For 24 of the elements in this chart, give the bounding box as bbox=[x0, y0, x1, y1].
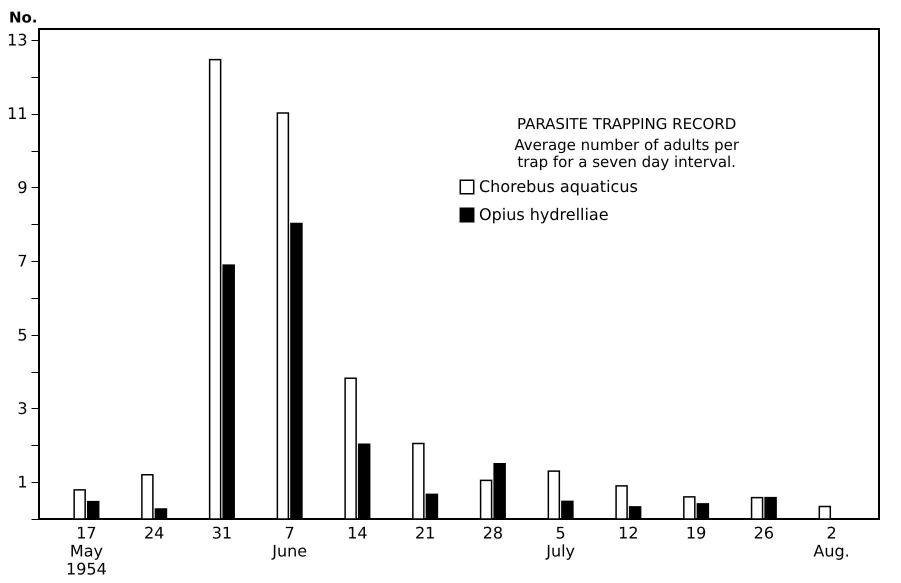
y-axis-title: No. bbox=[8, 8, 38, 26]
y-tick-label: 1 bbox=[17, 472, 28, 492]
x-tick-label: 12 bbox=[618, 524, 639, 542]
x-tick-label: 19 bbox=[686, 524, 706, 542]
x-tick-label: 21 bbox=[414, 524, 436, 542]
x-tick-label: 17 May 1954 bbox=[66, 524, 107, 578]
y-tick-label: 7 bbox=[17, 252, 28, 271]
x-tick-label: 5 July bbox=[545, 524, 576, 560]
y-tick-label: 11 bbox=[7, 104, 28, 124]
legend-label: Opius hydrelliae bbox=[479, 205, 609, 224]
x-tick-label: 26 bbox=[754, 524, 774, 542]
x-tick-label: 24 bbox=[144, 524, 164, 542]
x-tick-label: 31 bbox=[212, 524, 232, 542]
y-tick-label: 9 bbox=[17, 178, 28, 197]
x-tick-label: 7 June bbox=[271, 524, 308, 560]
x-tick-label: 28 bbox=[482, 524, 504, 542]
y-tick-label: 13 bbox=[7, 30, 28, 50]
legend-label: Chorebus aquaticus bbox=[479, 177, 638, 196]
y-tick-label: 3 bbox=[17, 398, 28, 418]
text: Average number of adults per trap for a seven day interval. bbox=[514, 136, 740, 171]
y-tick-label: 5 bbox=[17, 325, 28, 344]
text: PARASITE TRAPPING RECORD bbox=[516, 115, 736, 133]
x-tick-label: 2 Aug. bbox=[813, 524, 850, 560]
x-tick-label: 14 bbox=[347, 524, 368, 542]
